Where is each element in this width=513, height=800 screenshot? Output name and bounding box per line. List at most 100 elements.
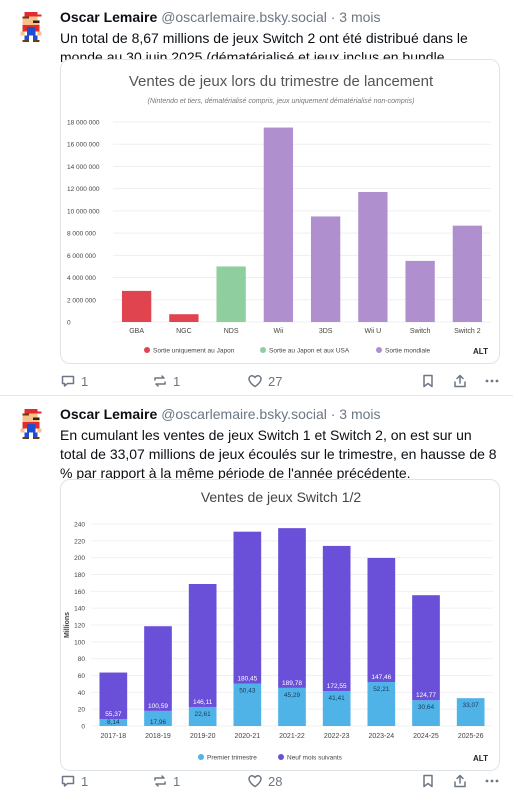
avatar-mario-icon[interactable] — [14, 10, 48, 44]
bar-premier-trimestre-2020-21 — [233, 683, 262, 726]
chart-title: Ventes de jeux lors du trimestre de lanc… — [129, 73, 434, 90]
data-label-premier-trimestre: 41,41 — [329, 695, 346, 702]
data-label-neuf-mois: 146,11 — [193, 699, 213, 706]
post-content: Oscar Lemaire @oscarlemaire.bsky.social … — [60, 405, 500, 483]
chart-image-switch-sales[interactable]: Ventes de jeux Switch 1/2 0 20 40 60 80 100 120… — [60, 479, 500, 771]
bookmark-icon — [423, 374, 433, 388]
data-label-neuf-mois: 147,46 — [371, 674, 391, 681]
data-label-neuf-mois: 172,55 — [327, 683, 347, 690]
x-tick-label: Switch 2 — [454, 328, 481, 335]
bar-ngc — [169, 314, 199, 322]
author-name[interactable]: Oscar Lemaire — [60, 406, 158, 422]
x-tick-label: 2020-21 — [234, 733, 260, 740]
bar-premier-trimestre-2025-26 — [456, 698, 485, 726]
bookmark-button[interactable] — [420, 771, 436, 791]
y-tick-label: 8 000 000 — [67, 231, 96, 238]
like-count: 28 — [268, 773, 283, 789]
more-options-button[interactable] — [484, 771, 500, 791]
x-tick-label: 2021-22 — [279, 733, 305, 740]
legend-swatch — [260, 347, 266, 353]
legend-swatch — [144, 347, 150, 353]
bar-neuf-mois-2017-18 — [99, 672, 128, 720]
heart-icon — [248, 775, 262, 788]
share-button[interactable] — [452, 771, 468, 791]
data-label-neuf-mois: 55,37 — [105, 711, 122, 718]
x-tick-label: 2025-26 — [458, 733, 484, 740]
y-tick-label: 0 — [81, 724, 85, 731]
bookmark-button[interactable] — [420, 371, 436, 391]
legend-swatch — [278, 754, 284, 760]
y-tick-label: 18 000 000 — [67, 120, 100, 127]
y-tick-label: 180 — [74, 572, 85, 579]
more-dots-icon — [485, 379, 499, 383]
post-1[interactable]: Oscar Lemaire @oscarlemaire.bsky.social … — [0, 0, 513, 396]
bar-wii-u — [358, 192, 388, 322]
y-tick-label: 80 — [78, 656, 86, 663]
x-tick-label: NGC — [176, 328, 192, 335]
x-tick-label: Switch — [410, 328, 431, 335]
post-2[interactable]: Oscar Lemaire @oscarlemaire.bsky.social … — [0, 397, 513, 800]
more-options-button[interactable] — [484, 371, 500, 391]
reply-button[interactable]: 1 — [60, 771, 88, 791]
data-label-neuf-mois: 180,45 — [237, 676, 257, 683]
y-tick-label: 2 000 000 — [67, 297, 96, 304]
post-timestamp[interactable]: · 3 mois — [330, 9, 381, 25]
legend-label: Sortie uniquement au Japon — [153, 348, 235, 355]
alt-badge[interactable]: ALT — [470, 753, 491, 764]
data-label-neuf-mois: 189,78 — [282, 680, 302, 687]
reply-icon — [61, 375, 75, 387]
post-header: Oscar Lemaire @oscarlemaire.bsky.social … — [60, 405, 500, 423]
reply-icon — [61, 775, 75, 787]
switch-sales-chart: Ventes de jeux Switch 1/2 0 20 40 60 80 100 120… — [64, 489, 493, 762]
author-handle[interactable]: @oscarlemaire.bsky.social — [161, 406, 327, 422]
chart-image-launch-quarter[interactable]: Ventes de jeux lors du trimestre de lanc… — [60, 59, 500, 364]
data-label-premier-trimestre: 33,07 — [463, 702, 480, 709]
bar-premier-trimestre-2019-20 — [188, 706, 217, 726]
legend-label: Neuf mois suivants — [287, 755, 343, 762]
alt-badge[interactable]: ALT — [470, 346, 491, 357]
post-timestamp[interactable]: · 3 mois — [330, 406, 381, 422]
y-tick-label: 220 — [74, 538, 85, 545]
bar-nds — [216, 266, 246, 322]
x-tick-label: GBA — [129, 328, 144, 335]
legend-swatch — [198, 754, 204, 760]
repost-icon — [154, 775, 166, 787]
y-tick-label: 4 000 000 — [67, 275, 96, 282]
repost-button[interactable]: 1 — [152, 371, 180, 391]
author-handle[interactable]: @oscarlemaire.bsky.social — [161, 9, 327, 25]
legend-label: Sortie au Japon et aux USA — [269, 348, 350, 355]
heart-icon — [248, 375, 262, 388]
bar-wii — [263, 127, 294, 322]
bar-neuf-mois-2022-23 — [322, 545, 351, 692]
y-tick-label: 140 — [74, 606, 85, 613]
avatar-mario-icon[interactable] — [14, 407, 48, 441]
repost-button[interactable]: 1 — [152, 771, 180, 791]
like-button[interactable]: 27 — [247, 371, 282, 391]
y-tick-label: 0 — [67, 320, 71, 327]
legend-label: Sortie mondiale — [385, 348, 431, 355]
like-button[interactable]: 28 — [247, 771, 282, 791]
share-button[interactable] — [452, 371, 468, 391]
author-name[interactable]: Oscar Lemaire — [60, 9, 158, 25]
legend-label: Premier trimestre — [207, 755, 257, 762]
bar-3ds — [310, 216, 341, 322]
reply-count: 1 — [81, 773, 89, 789]
y-axis-label: Millions — [64, 612, 71, 638]
bar-switch — [405, 260, 435, 322]
data-label-premier-trimestre: 50,43 — [239, 688, 256, 695]
post-header: Oscar Lemaire @oscarlemaire.bsky.social … — [60, 8, 500, 26]
bar-premier-trimestre-2023-24 — [367, 682, 396, 726]
bar-premier-trimestre-2021-22 — [278, 687, 306, 726]
share-icon — [454, 774, 466, 788]
chart-title: Ventes de jeux Switch 1/2 — [201, 489, 362, 505]
bar-neuf-mois-2020-21 — [233, 531, 262, 684]
reply-button[interactable]: 1 — [60, 371, 88, 391]
repost-icon — [154, 375, 166, 387]
y-tick-label: 160 — [74, 589, 85, 596]
x-tick-label: Wii U — [365, 328, 382, 335]
x-tick-label: 2019-20 — [190, 733, 216, 740]
x-tick-label: NDS — [224, 328, 239, 335]
data-label-premier-trimestre: 45,29 — [284, 692, 301, 699]
bar-neuf-mois-2023-24 — [367, 557, 396, 683]
bar-neuf-mois-2024-25 — [412, 595, 440, 701]
